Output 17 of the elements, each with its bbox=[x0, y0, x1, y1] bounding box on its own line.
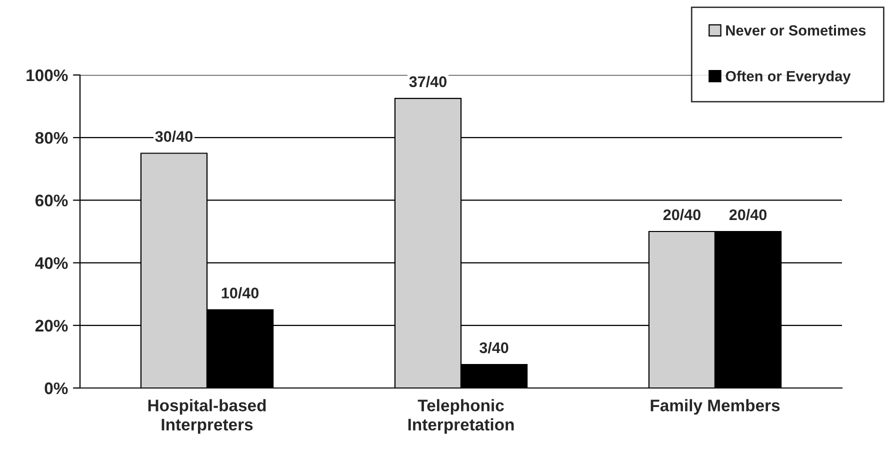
y-tick-label: 80% bbox=[35, 132, 68, 144]
data-label: 10/40 bbox=[222, 287, 259, 299]
y-tick-label: 20% bbox=[35, 320, 68, 332]
x-tick-label: Telephonic Interpretation bbox=[408, 399, 514, 434]
data-label: 20/40 bbox=[663, 208, 700, 220]
legend-label: Never or Sometimes bbox=[726, 24, 866, 36]
y-tick-label: 0% bbox=[44, 382, 68, 394]
y-tick-label: 60% bbox=[35, 194, 68, 206]
data-label: 3/40 bbox=[480, 342, 508, 354]
x-tick-label: Hospital-based Interpreters bbox=[148, 399, 266, 434]
data-label: 20/40 bbox=[729, 208, 767, 220]
y-tick-label: 40% bbox=[35, 257, 68, 270]
y-tick-label: 100% bbox=[26, 69, 68, 82]
legend-label: Often or Everyday bbox=[726, 70, 851, 84]
data-label: 30/40 bbox=[155, 130, 192, 142]
data-label: 37/40 bbox=[409, 76, 446, 88]
x-tick-label: Family Members bbox=[650, 399, 780, 415]
